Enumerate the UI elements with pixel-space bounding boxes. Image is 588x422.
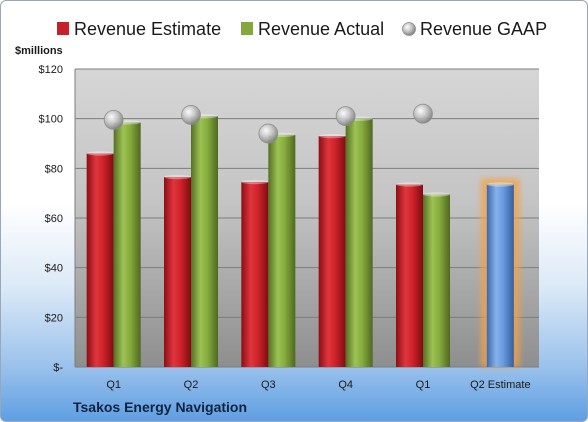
estimate-bar-cap xyxy=(318,133,346,139)
estimate-bar-body xyxy=(241,181,269,367)
estimate-bar-body xyxy=(86,153,114,367)
q2-estimate-bar xyxy=(486,182,514,367)
actual-bar-body xyxy=(345,118,373,368)
y-axis: $- $20 $40 $60 $80 $100 $120 xyxy=(39,64,76,374)
gridlines xyxy=(75,68,539,368)
estimate-bar xyxy=(241,179,269,367)
legend-swatch xyxy=(57,22,69,35)
company-name: Tsakos Energy Navigation xyxy=(73,399,248,415)
estimate-bar-body xyxy=(164,177,191,367)
legend-swatch xyxy=(241,22,253,35)
actual-bar-body xyxy=(191,116,218,367)
estimate-bar-cap xyxy=(86,151,114,156)
y-tick-label: $40 xyxy=(45,263,63,275)
actual-bar-body xyxy=(423,194,450,367)
y-axis-unit-label: $millions xyxy=(15,45,63,57)
x-tick-label: Q2 Estimate xyxy=(470,379,531,391)
y-tick-label: $100 xyxy=(39,114,63,126)
y-tick-label: $- xyxy=(53,362,63,374)
estimate-bar-body xyxy=(396,184,423,367)
x-tick-label: Q3 xyxy=(261,379,276,391)
gaap-marker xyxy=(335,106,356,127)
legend-label: Revenue GAAP xyxy=(420,19,547,39)
estimate-bar xyxy=(86,151,114,367)
estimate-bar xyxy=(318,133,346,367)
legend-swatch xyxy=(402,22,416,36)
y-tick-label: $60 xyxy=(45,213,63,225)
q2-estimate-bar-cap xyxy=(486,182,514,187)
y-tick-label: $120 xyxy=(39,64,63,76)
x-tick-label: Q1 xyxy=(106,379,121,391)
y-tick-label: $80 xyxy=(45,163,63,175)
actual-bar xyxy=(113,120,141,368)
actual-bar-body xyxy=(268,134,296,367)
estimate-bar xyxy=(396,182,423,367)
actual-bar-cap xyxy=(423,192,450,197)
gaap-markers xyxy=(103,103,433,144)
estimate-bar-cap xyxy=(164,174,191,180)
x-tick-label: Q4 xyxy=(338,379,353,391)
legend: Revenue Estimate Revenue Actual Revenue GA… xyxy=(57,19,547,39)
actual-bar xyxy=(345,116,373,368)
legend-label: Revenue Estimate xyxy=(74,19,221,39)
actual-bar xyxy=(268,132,296,367)
y-tick-label: $20 xyxy=(45,312,63,324)
bars xyxy=(86,113,520,368)
gaap-marker xyxy=(413,103,433,124)
q2-estimate-bar-body xyxy=(486,184,514,367)
gaap-marker xyxy=(181,105,201,125)
estimate-bar-body xyxy=(318,136,346,367)
actual-bar xyxy=(423,192,450,367)
gaap-marker xyxy=(103,110,124,130)
estimate-bar-cap xyxy=(396,182,423,187)
x-tick-label: Q2 xyxy=(184,379,199,391)
estimate-bar xyxy=(164,174,191,367)
gaap-marker xyxy=(258,123,279,144)
legend-label: Revenue Actual xyxy=(258,19,384,39)
x-axis: Q1 Q2 Q3 Q4 Q1 Q2 Estimate xyxy=(106,379,530,391)
actual-bar xyxy=(191,113,218,367)
estimate-bar-cap xyxy=(241,179,269,185)
x-tick-label: Q1 xyxy=(416,379,431,391)
actual-bar-body xyxy=(113,122,141,368)
